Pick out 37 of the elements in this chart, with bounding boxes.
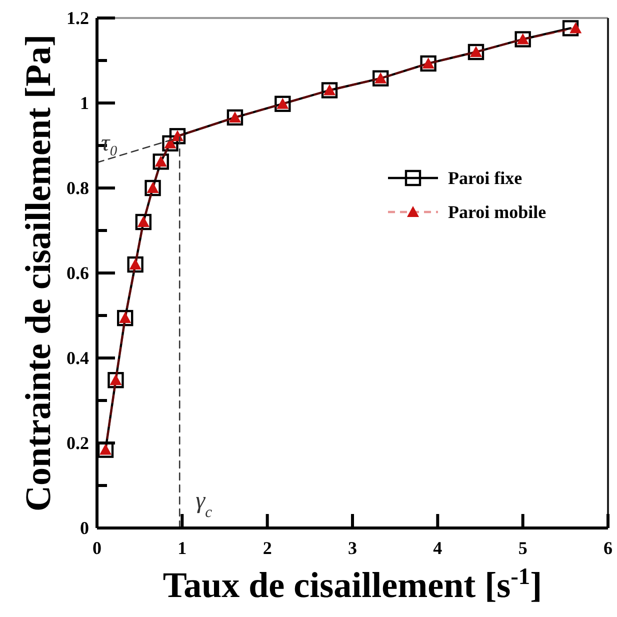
legend-label: Paroi fixe	[448, 168, 522, 188]
point	[135, 214, 152, 230]
x-tick-label: 0	[92, 538, 102, 558]
point	[100, 444, 112, 455]
legend-label: Paroi mobile	[448, 202, 546, 222]
x-tick-label: 4	[433, 538, 442, 558]
point	[274, 96, 291, 112]
point	[127, 256, 144, 273]
y-tick-label: 0.2	[66, 433, 89, 453]
y-axis-title: Contrainte de cisaillement [Pa]	[18, 34, 58, 512]
point	[169, 128, 186, 144]
y-tick-label: 0.4	[66, 348, 89, 368]
x-tick-label: 2	[262, 538, 272, 558]
point	[117, 310, 134, 326]
point	[562, 20, 579, 36]
x-tick-label: 5	[518, 538, 528, 558]
x-axis-title: Taux de cisaillement [s$^{-1}$]	[162, 564, 542, 605]
x-tick-label: 1	[178, 538, 187, 558]
point	[514, 31, 531, 48]
annotation: τ₀	[101, 130, 118, 156]
y-tick-label: 0	[80, 518, 89, 538]
point	[162, 135, 178, 152]
point	[420, 55, 436, 72]
annotation: γ$_{c}$	[196, 488, 212, 520]
x-tick-label: 6	[604, 538, 612, 558]
point	[372, 70, 389, 86]
point	[321, 82, 338, 98]
point	[468, 44, 484, 60]
point	[144, 180, 161, 196]
y-tick-label: 1	[80, 93, 89, 113]
y-tick-label: 0.8	[66, 178, 89, 198]
y-tick-label: 0.6	[66, 263, 89, 283]
point	[226, 109, 244, 126]
point	[152, 154, 169, 170]
x-tick-label: 3	[348, 538, 357, 558]
point	[108, 372, 124, 388]
y-tick-label: 1.2	[66, 8, 89, 28]
